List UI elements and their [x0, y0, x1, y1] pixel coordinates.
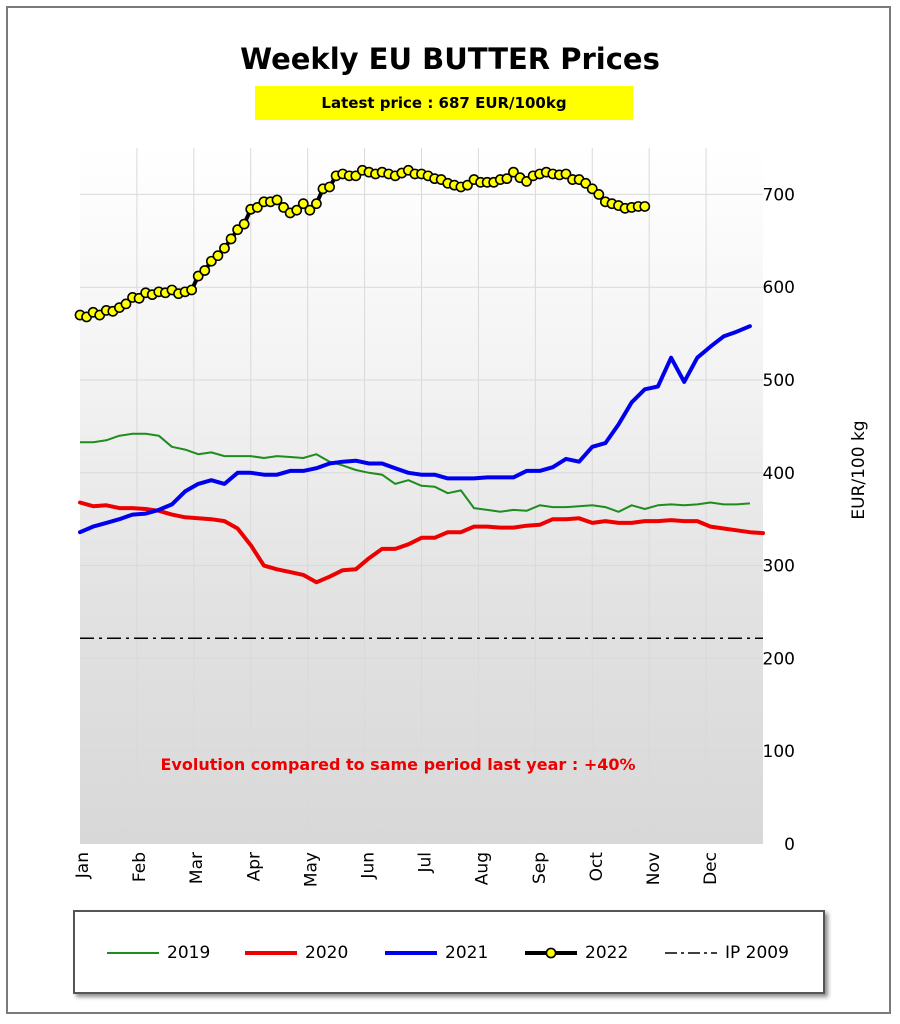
y-tick-label: 100: [763, 742, 795, 762]
chart-title: Weekly EU BUTTER Prices: [240, 42, 660, 76]
x-axis-ticks: Jan Feb Mar Apr May Jun Jul Aug Sep Oct Nov Dec: [73, 852, 721, 887]
y-tick-label: 300: [763, 557, 795, 577]
series-2022-point: [225, 233, 237, 245]
series-2022-point: [593, 188, 605, 200]
series-layer: [74, 164, 765, 639]
series-2022-point: [199, 265, 211, 276]
x-tick-label: Mar: [187, 852, 207, 884]
y-tick-label: 500: [763, 371, 795, 391]
x-tick-label: Jan: [73, 852, 93, 879]
x-tick-label: Jun: [359, 852, 379, 880]
legend-label: 2019: [167, 943, 211, 963]
x-tick-label: Feb: [130, 852, 150, 882]
grid-lines: [80, 148, 763, 844]
legend-item-2020: 2020: [243, 940, 348, 966]
y-tick-label: 400: [763, 464, 795, 484]
legend-swatch: [385, 951, 437, 955]
legend-item-2022: 2022: [523, 940, 628, 966]
x-tick-label: Aug: [473, 852, 493, 885]
series-2022-point: [639, 201, 651, 212]
series-2022-point: [212, 250, 224, 262]
series-2022-point: [297, 198, 309, 210]
x-tick-label: Jul: [416, 852, 436, 874]
series-2020-line: [78, 500, 765, 585]
legend-item-2021: 2021: [383, 940, 488, 966]
series-2019-line: [80, 432, 750, 513]
series-2022-point: [291, 204, 303, 216]
x-tick-label: Dec: [701, 852, 721, 885]
legend-item-ip-2009: IP 2009: [663, 940, 789, 966]
series-2022-point: [238, 218, 250, 230]
evolution-annotation: Evolution compared to same period last y…: [160, 755, 635, 774]
y-tick-label: 600: [763, 278, 795, 298]
series-2022-point: [271, 194, 283, 206]
y-axis-ticks: 0 100 200 300 400 500 600 700: [763, 185, 795, 855]
chart-legend: 2019 2020 2021 2022 IP 2009: [73, 910, 825, 994]
series-2022-point: [120, 298, 132, 310]
y-tick-label: 200: [763, 649, 795, 669]
y-tick-label: 700: [763, 185, 795, 205]
series-2021-line: [78, 324, 752, 535]
y-axis-label: EUR/100 kg: [849, 420, 869, 519]
legend-swatch: [665, 952, 717, 954]
x-tick-label: Apr: [244, 852, 264, 881]
series-2022-point: [324, 181, 335, 193]
latest-price-box: Latest price : 687 EUR/100kg: [255, 86, 633, 120]
series-2022-point: [501, 173, 513, 185]
series-2022-point: [219, 242, 230, 254]
series-2022-point: [304, 204, 316, 216]
series-2022-point: [311, 198, 322, 210]
legend-label: 2021: [445, 943, 489, 963]
x-tick-label: Nov: [644, 852, 664, 885]
latest-price-label: Latest price : 687 EUR/100kg: [321, 94, 567, 112]
legend-swatch: [245, 951, 297, 955]
legend-label: 2020: [305, 943, 349, 963]
x-tick-label: Sep: [530, 852, 550, 884]
series-2022-point: [186, 284, 198, 296]
legend-swatch: [525, 947, 577, 959]
y-tick-label: 0: [784, 835, 795, 855]
legend-swatch: [107, 952, 159, 954]
x-tick-label: Oct: [587, 852, 607, 882]
legend-label: IP 2009: [725, 943, 789, 963]
legend-item-2019: 2019: [105, 940, 210, 966]
x-tick-label: May: [301, 852, 321, 887]
legend-label: 2022: [585, 943, 629, 963]
